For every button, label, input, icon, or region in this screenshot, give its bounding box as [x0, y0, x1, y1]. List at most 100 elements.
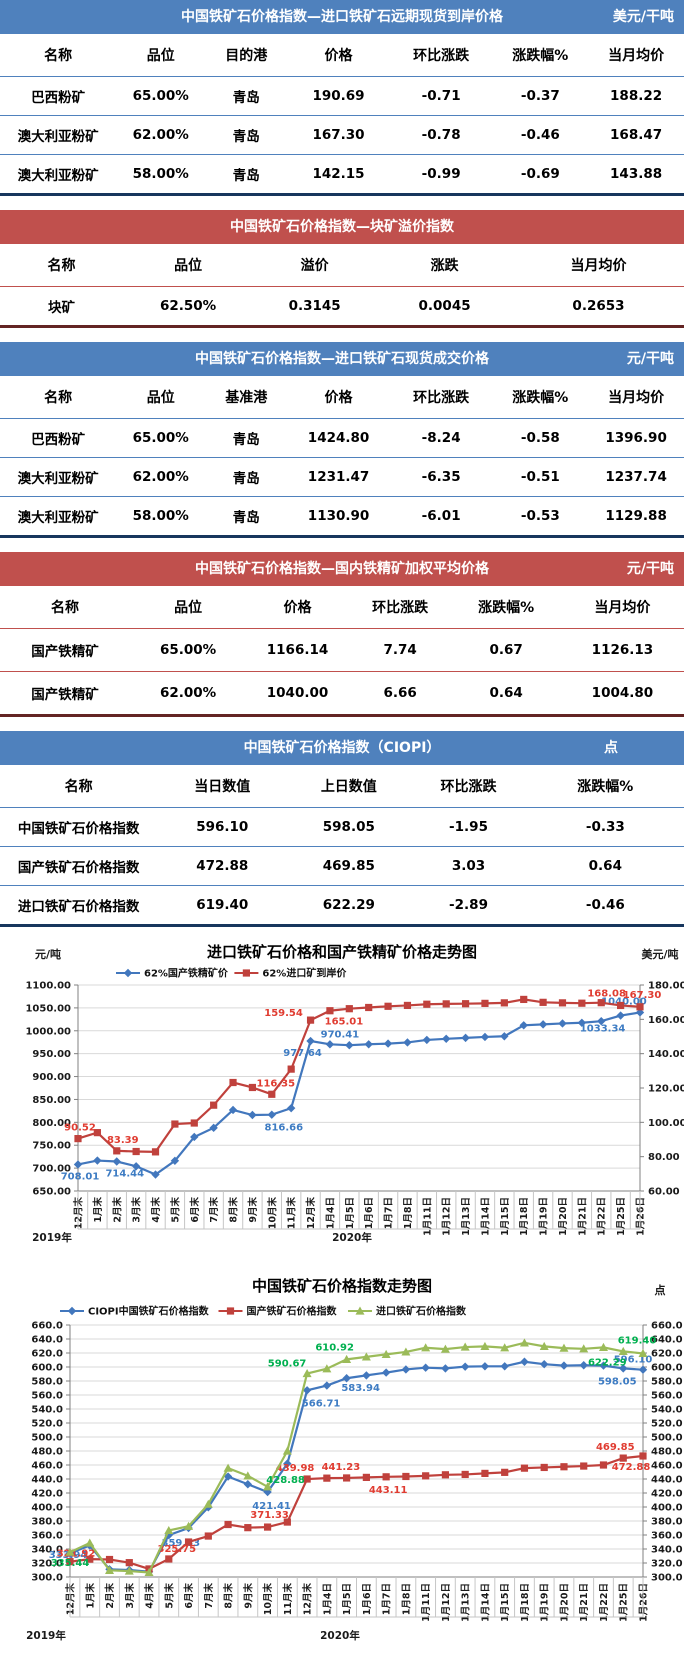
table-row: 块矿 62.50% 0.3145 0.0045 0.2653 — [0, 286, 684, 325]
cell-value: -0.58 — [492, 418, 589, 458]
table-import-forward-cif-prices: 中国铁矿石价格指数—进口铁矿石远期现货到岸价格 美元/干吨 名称 品位 目的港 价格 环… — [0, 0, 684, 196]
cell-value: 1166.14 — [246, 628, 349, 672]
table-grid: 名称 品位 价格 环比涨跌 涨跌幅% 当月均价 国产铁精矿 65.00% 1166.14 7.74… — [0, 586, 684, 714]
svg-text:622.29: 622.29 — [588, 1357, 627, 1368]
svg-text:116.35: 116.35 — [256, 1078, 295, 1089]
cell-value: 1231.47 — [287, 457, 390, 497]
svg-text:620.0: 620.0 — [651, 1349, 683, 1360]
svg-text:80.00: 80.00 — [648, 1152, 680, 1163]
svg-text:1月13日: 1月13日 — [461, 1583, 472, 1622]
cell-value: 62.00% — [116, 115, 206, 155]
column-header: 当月均价 — [608, 48, 665, 64]
table-row: 进口铁矿石价格指数 619.40 622.29 -2.89 -0.46 — [0, 885, 684, 924]
charts-area: 650.00 700.00 750.00 800.00 850.00 900.00 950.… — [0, 941, 684, 1662]
svg-text:8月末: 8月末 — [228, 1197, 240, 1223]
table-title-bar: 中国铁矿石价格指数（CIOPI） 点 — [0, 731, 684, 765]
column-header: 名称 — [47, 258, 76, 274]
svg-text:335.44: 335.44 — [51, 1558, 90, 1569]
svg-text:380.0: 380.0 — [31, 1517, 63, 1528]
svg-text:371.33: 371.33 — [250, 1510, 289, 1521]
table-title: 中国铁矿石价格指数（CIOPI） — [243, 740, 441, 756]
table-row: 巴西粉矿 65.00% 青岛 190.69 -0.71 -0.37 188.22 — [0, 76, 684, 116]
svg-text:5月末: 5月末 — [169, 1197, 181, 1223]
svg-text:660.0: 660.0 — [651, 1321, 683, 1332]
svg-text:4月末: 4月末 — [144, 1583, 156, 1609]
svg-text:3月末: 3月末 — [131, 1197, 143, 1223]
cell-value: 青岛 — [205, 418, 288, 458]
svg-text:11月末: 11月末 — [286, 1197, 298, 1230]
cell-value: 0.67 — [451, 628, 561, 672]
column-header: 目的港 — [225, 48, 268, 64]
table-title-bar: 中国铁矿石价格指数—进口铁矿石现货成交价格 元/干吨 — [0, 342, 684, 376]
svg-text:中国铁矿石价格指数走势图: 中国铁矿石价格指数走势图 — [252, 1277, 432, 1295]
cell-value: 62.50% — [123, 286, 254, 325]
svg-text:359.83: 359.83 — [161, 1538, 200, 1549]
cell-value: 1129.88 — [588, 496, 684, 535]
column-header: 环比涨跌 — [372, 600, 429, 616]
svg-text:1月12日: 1月12日 — [442, 1197, 453, 1236]
svg-text:440.0: 440.0 — [31, 1475, 63, 1486]
svg-text:1月14日: 1月14日 — [480, 1197, 491, 1236]
cell-value: 190.69 — [287, 76, 390, 116]
header-row: 名称 当日数值 上日数值 环比涨跌 涨跌幅% — [0, 765, 684, 808]
svg-text:1月末: 1月末 — [84, 1583, 96, 1609]
table-grid: 名称 品位 目的港 价格 环比涨跌 涨跌幅% 当月均价 巴西粉矿 65.00% 青岛 190.69-… — [0, 34, 684, 193]
svg-text:2月末: 2月末 — [104, 1583, 116, 1609]
svg-text:1月18日: 1月18日 — [520, 1583, 531, 1622]
cell-value: 青岛 — [205, 457, 288, 497]
svg-text:1月6日: 1月6日 — [364, 1197, 375, 1229]
svg-text:1月22日: 1月22日 — [597, 1197, 608, 1236]
svg-text:168.08: 168.08 — [587, 988, 626, 999]
column-header: 名称 — [50, 600, 79, 616]
row-name: 澳大利亚粉矿 — [0, 496, 117, 535]
table-grid: 名称 当日数值 上日数值 环比涨跌 涨跌幅% 中国铁矿石价格指数 596.10 598.05-… — [0, 765, 684, 924]
svg-text:460.0: 460.0 — [31, 1461, 63, 1472]
svg-text:1月21日: 1月21日 — [577, 1197, 588, 1236]
svg-text:321.92: 321.92 — [57, 1549, 96, 1560]
cell-value: 1004.80 — [560, 671, 684, 714]
cell-value: 0.0045 — [376, 286, 513, 325]
svg-text:619.40: 619.40 — [618, 1335, 657, 1346]
cell-value: 3.03 — [410, 846, 527, 886]
table-row: 巴西粉矿 65.00% 青岛 1424.80 -8.24 -0.58 1396.90 — [0, 418, 684, 458]
table-row: 澳大利亚粉矿 58.00% 青岛 1130.90 -6.01 -0.53 1129.88 — [0, 496, 684, 535]
cell-value: -6.01 — [389, 496, 493, 535]
svg-text:640.0: 640.0 — [31, 1335, 63, 1346]
svg-text:1月22日: 1月22日 — [599, 1583, 610, 1622]
chart-import-vs-domestic-price-trend: 650.00 700.00 750.00 800.00 850.00 900.00 950.… — [25, 943, 684, 1244]
column-header: 品位 — [146, 390, 175, 406]
cell-value: -0.46 — [492, 115, 589, 155]
svg-text:340.0: 340.0 — [651, 1545, 683, 1556]
column-header: 名称 — [44, 48, 73, 64]
svg-text:428.88: 428.88 — [266, 1475, 305, 1486]
header-row: 名称 品位 溢价 涨跌 当月均价 — [0, 244, 684, 287]
svg-text:1月6日: 1月6日 — [362, 1583, 373, 1615]
svg-text:620.0: 620.0 — [31, 1349, 63, 1360]
svg-text:CIOPI中国铁矿石价格指数: CIOPI中国铁矿石价格指数 — [88, 1305, 210, 1318]
table-import-spot-transaction-prices: 中国铁矿石价格指数—进口铁矿石现货成交价格 元/干吨 名称 品位 基准港 价格 环比涨跌… — [0, 342, 684, 538]
svg-text:1050.00: 1050.00 — [25, 1003, 71, 1014]
cell-value: 7.74 — [348, 628, 452, 672]
cell-value: 0.3145 — [253, 286, 377, 325]
svg-text:970.41: 970.41 — [321, 1029, 360, 1040]
svg-text:1月19日: 1月19日 — [540, 1583, 551, 1622]
cell-value: 619.40 — [157, 885, 288, 924]
column-header: 涨跌 — [430, 258, 459, 274]
svg-text:1月末: 1月末 — [92, 1197, 104, 1223]
column-header: 涨跌幅% — [478, 600, 535, 616]
table-title: 中国铁矿石价格指数—进口铁矿石现货成交价格 — [195, 351, 489, 367]
chart-ciopi-index-trend: 300.0 320.0 340.0 360.0 380.0 400.0 420.0 440.0… — [26, 1277, 683, 1642]
svg-text:460.0: 460.0 — [651, 1461, 683, 1472]
cell-value: 青岛 — [205, 76, 288, 116]
table-title-bar: 中国铁矿石价格指数—块矿溢价指数 — [0, 210, 684, 244]
cell-value: 6.66 — [348, 671, 452, 714]
svg-text:600.0: 600.0 — [31, 1363, 63, 1374]
svg-text:950.00: 950.00 — [32, 1049, 71, 1060]
cell-value: -0.53 — [492, 496, 589, 535]
row-name: 中国铁矿石价格指数 — [0, 807, 158, 847]
cell-value: -0.51 — [492, 457, 589, 497]
svg-text:708.01: 708.01 — [61, 1171, 100, 1182]
svg-text:340.0: 340.0 — [31, 1545, 63, 1556]
svg-text:2019年: 2019年 — [32, 1231, 72, 1244]
svg-text:6月末: 6月末 — [183, 1583, 195, 1609]
